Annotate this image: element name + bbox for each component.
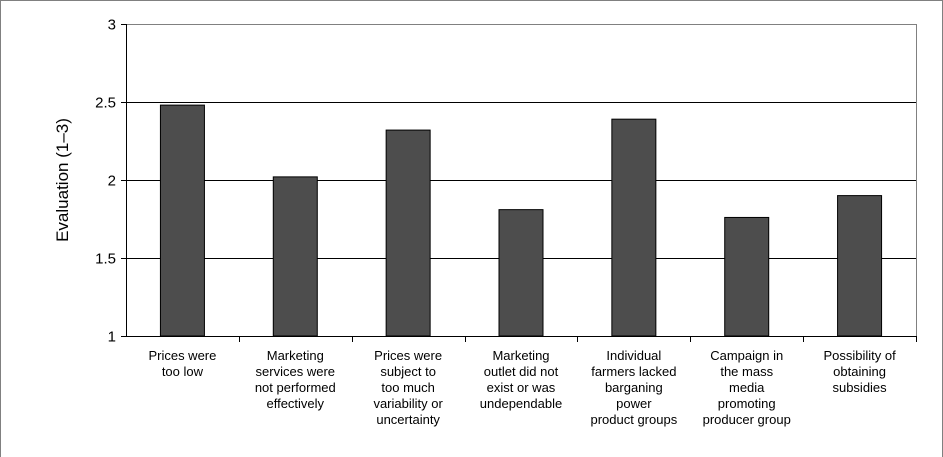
x-category-label-line: too low bbox=[162, 364, 204, 379]
x-category-label: Marketing services were not performed effec… bbox=[255, 348, 336, 411]
bars bbox=[159, 104, 883, 337]
y-tick-label: 3 bbox=[108, 17, 116, 34]
x-category-label-line: promoting bbox=[718, 396, 776, 411]
x-category-label-line: Marketing bbox=[267, 348, 324, 363]
x-category-label-line: Possibility of bbox=[823, 348, 896, 363]
bar bbox=[385, 129, 431, 337]
x-category-label-line: Prices were bbox=[148, 348, 216, 363]
x-category-label-line: uncertainty bbox=[376, 412, 440, 427]
x-category-label-line: the mass bbox=[720, 364, 773, 379]
bar bbox=[272, 176, 318, 337]
y-axis-label: Evaluation (1–3) bbox=[53, 118, 72, 242]
x-category-label: Prices were subject to too much variability… bbox=[373, 348, 443, 427]
x-category-label-line: farmers lacked bbox=[591, 364, 676, 379]
axes bbox=[121, 24, 917, 342]
x-category-label-line: media bbox=[729, 380, 765, 395]
bar bbox=[159, 104, 205, 337]
x-category-label-line: services were bbox=[256, 364, 335, 379]
y-tick-label: 2.5 bbox=[95, 95, 116, 112]
x-category-label: Individual farmers lacked barganing power pr… bbox=[590, 348, 677, 427]
x-category-label-line: outlet did not bbox=[484, 364, 559, 379]
bar bbox=[611, 118, 657, 337]
x-category-label: Possibility of obtaining subsidies bbox=[823, 348, 896, 395]
x-category-label-line: product groups bbox=[590, 412, 677, 427]
y-tick-label: 1 bbox=[108, 329, 116, 346]
y-tick-label: 2 bbox=[108, 173, 116, 190]
x-category-label-line: not performed bbox=[255, 380, 336, 395]
bar bbox=[837, 195, 883, 337]
x-category-label-line: exist or was bbox=[487, 380, 556, 395]
x-category-label-line: effectively bbox=[266, 396, 324, 411]
x-category-label-line: variability or bbox=[373, 396, 443, 411]
x-category-label-line: undependable bbox=[480, 396, 562, 411]
y-tick-label: 1.5 bbox=[95, 251, 116, 268]
y-tick-labels: 1 1.5 2 2.5 3 bbox=[95, 17, 116, 346]
x-category-label-line: too much bbox=[381, 380, 434, 395]
x-category-label-line: power bbox=[616, 396, 652, 411]
x-category-label-line: obtaining bbox=[833, 364, 886, 379]
bar bbox=[498, 209, 544, 337]
x-category-label-line: subject to bbox=[380, 364, 436, 379]
bar bbox=[724, 216, 770, 337]
x-category-label: Prices were too low bbox=[148, 348, 216, 379]
x-category-label-line: Individual bbox=[606, 348, 661, 363]
x-category-label: Marketing outlet did not exist or was undep… bbox=[480, 348, 562, 411]
x-category-label-line: subsidies bbox=[832, 380, 887, 395]
x-category-label-line: Prices were bbox=[374, 348, 442, 363]
x-category-label-line: producer group bbox=[703, 412, 791, 427]
x-category-label-line: Campaign in bbox=[710, 348, 783, 363]
x-category-label-line: barganing bbox=[605, 380, 663, 395]
x-category-label: Campaign in the mass media promoting produce… bbox=[703, 348, 791, 427]
x-category-label-line: Marketing bbox=[492, 348, 549, 363]
